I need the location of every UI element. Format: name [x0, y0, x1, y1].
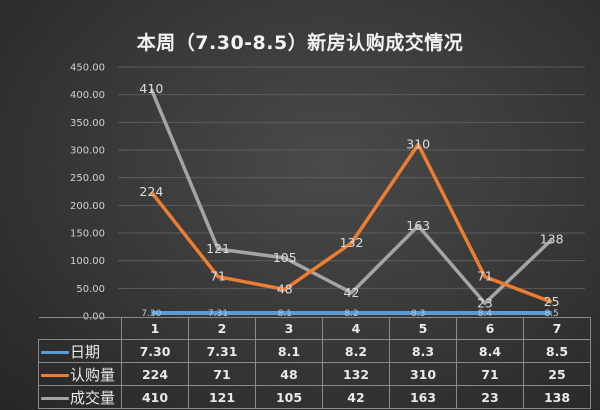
table-cell: 42 — [322, 385, 390, 409]
svg-text:71: 71 — [477, 269, 493, 284]
header-cell: 6 — [456, 317, 524, 340]
svg-text:105: 105 — [273, 250, 297, 265]
table-cell: 25 — [523, 362, 591, 386]
y-axis-ticks: 0.0050.00100.00150.00200.00250.00300.003… — [70, 63, 105, 323]
table-cell: 224 — [121, 362, 189, 386]
svg-text:250.00: 250.00 — [70, 173, 105, 184]
table-cell: 7.31 — [188, 339, 256, 363]
series-lines — [149, 88, 553, 315]
table-cell: 7.30 — [121, 339, 189, 363]
svg-text:42: 42 — [344, 285, 360, 300]
svg-text:132: 132 — [340, 235, 364, 250]
svg-text:25: 25 — [544, 294, 560, 309]
legend-label: 认购量 — [70, 365, 116, 384]
table-cell: 410 — [121, 385, 189, 409]
header-cell: 5 — [389, 317, 457, 340]
header-cell: 3 — [255, 317, 323, 340]
legend-swatch-gray-icon — [41, 396, 69, 400]
data-table: 1 2 3 4 5 6 7 日期 7.30 7.31 8.1 8.2 8.3 8… — [38, 317, 591, 409]
svg-text:300.00: 300.00 — [70, 146, 105, 157]
table-cell: 310 — [389, 362, 457, 386]
svg-text:200.00: 200.00 — [70, 201, 105, 212]
legend-label: 日期 — [70, 342, 101, 361]
svg-text:71: 71 — [210, 269, 226, 284]
svg-text:8.2: 8.2 — [344, 309, 358, 319]
svg-text:224: 224 — [139, 184, 163, 199]
header-cell: 7 — [523, 317, 591, 340]
table-cell: 48 — [255, 362, 323, 386]
svg-text:8.1: 8.1 — [278, 309, 292, 319]
data-table-row-date: 日期 7.30 7.31 8.1 8.2 8.3 8.4 8.5 — [38, 339, 591, 363]
table-cell: 8.2 — [322, 339, 390, 363]
table-cell: 71 — [456, 362, 524, 386]
table-cell: 8.5 — [523, 339, 591, 363]
table-cell: 163 — [389, 385, 457, 409]
svg-text:163: 163 — [406, 218, 430, 233]
legend-subscription: 认购量 — [38, 362, 122, 386]
table-cell: 132 — [322, 362, 390, 386]
svg-text:23: 23 — [477, 295, 493, 310]
svg-text:100.00: 100.00 — [70, 256, 105, 267]
svg-text:138: 138 — [540, 232, 564, 247]
legend-swatch-blue-icon — [41, 350, 69, 354]
svg-text:8.4: 8.4 — [478, 309, 493, 319]
data-table-row-deals: 成交量 410 121 105 42 163 23 138 — [38, 385, 591, 409]
legend-deals: 成交量 — [38, 385, 122, 409]
data-table-row-subscription: 认购量 224 71 48 132 310 71 25 — [38, 362, 591, 386]
svg-text:410: 410 — [139, 81, 163, 96]
svg-text:150.00: 150.00 — [70, 229, 105, 240]
header-cell: 2 — [188, 317, 256, 340]
legend-swatch-orange-icon — [41, 373, 69, 377]
svg-text:450.00: 450.00 — [70, 63, 105, 74]
header-cell: 4 — [322, 317, 390, 340]
svg-text:310: 310 — [406, 136, 430, 151]
svg-text:8.5: 8.5 — [544, 309, 558, 319]
svg-text:350.00: 350.00 — [70, 118, 105, 129]
table-cell: 23 — [456, 385, 524, 409]
table-cell: 121 — [188, 385, 256, 409]
table-cell: 105 — [255, 385, 323, 409]
table-cell: 8.4 — [456, 339, 524, 363]
table-cell: 71 — [188, 362, 256, 386]
data-labels: 7.30 7.31 8.1 8.2 8.3 8.4 8.5 410 121 105 42 163 23 1… — [139, 81, 563, 319]
table-cell: 138 — [523, 385, 591, 409]
legend-label: 成交量 — [70, 388, 116, 407]
svg-text:48: 48 — [277, 281, 293, 296]
svg-text:8.3: 8.3 — [411, 309, 425, 319]
header-cell: 1 — [121, 317, 189, 340]
svg-text:7.31: 7.31 — [208, 309, 228, 319]
legend-date: 日期 — [38, 339, 122, 363]
gridlines — [118, 66, 585, 289]
svg-text:7.30: 7.30 — [141, 309, 161, 319]
svg-text:121: 121 — [206, 241, 230, 256]
chart-title: 本周（7.30-8.5）新房认购成交情况 — [136, 32, 464, 54]
svg-text:50.00: 50.00 — [76, 284, 105, 295]
svg-text:400.00: 400.00 — [70, 90, 105, 101]
table-cell: 8.3 — [389, 339, 457, 363]
data-table-header-row: 1 2 3 4 5 6 7 — [38, 317, 591, 340]
table-cell: 8.1 — [255, 339, 323, 363]
corner-cell — [38, 317, 122, 340]
